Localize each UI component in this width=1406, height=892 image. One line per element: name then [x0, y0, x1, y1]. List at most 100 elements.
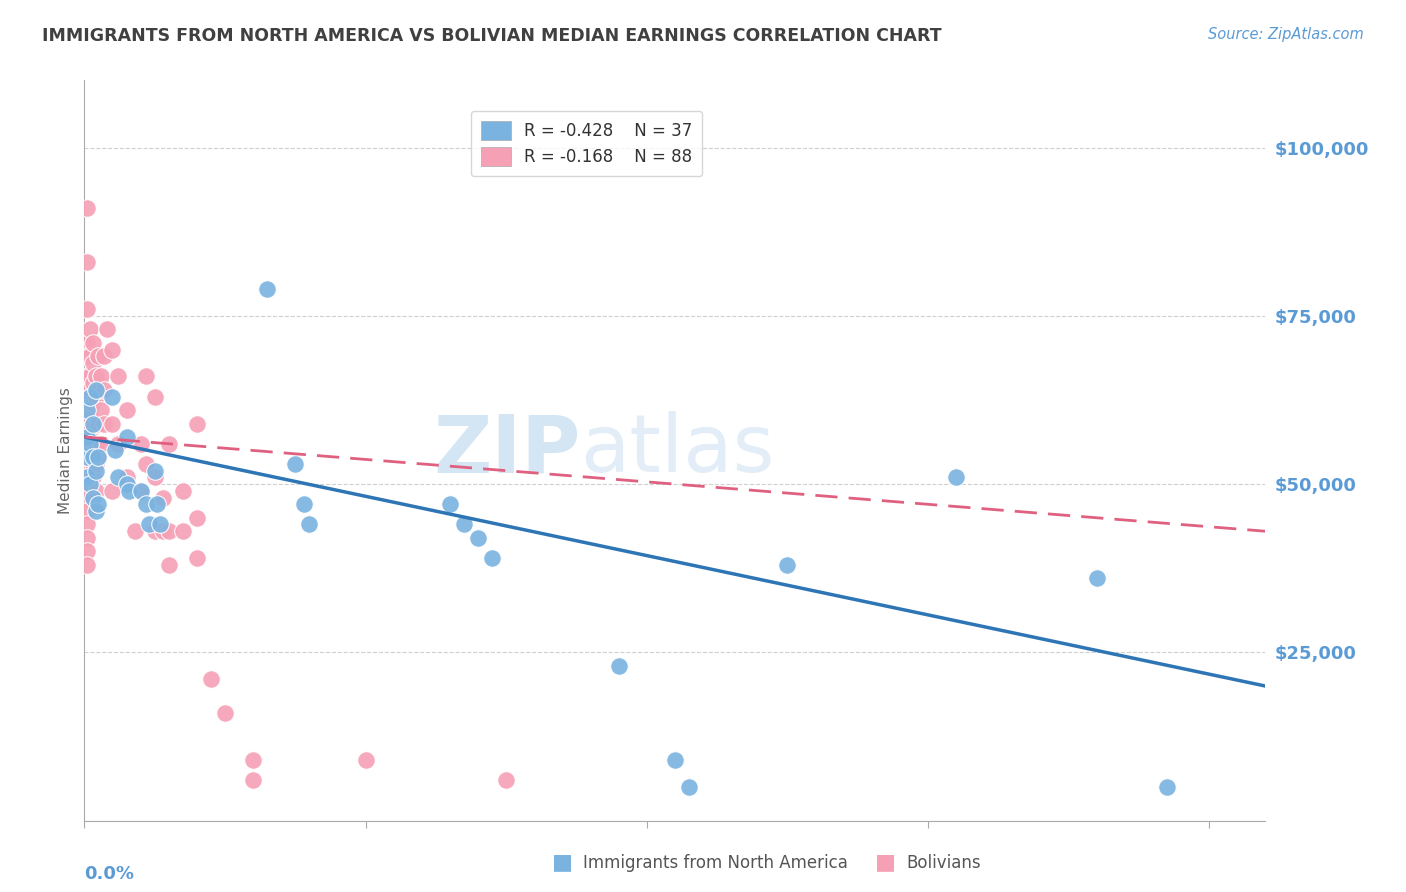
Point: [135, 457, 157, 471]
Point: [87, 383, 110, 397]
Point: [76, 403, 98, 417]
Point: [214, 706, 236, 720]
Point: [82, 396, 104, 410]
Point: [79, 369, 101, 384]
Point: [79, 390, 101, 404]
Point: [107, 436, 129, 450]
Point: [664, 753, 686, 767]
Point: [107, 369, 129, 384]
Point: [82, 417, 104, 431]
Point: [129, 436, 152, 450]
Point: [82, 457, 104, 471]
Point: [87, 417, 110, 431]
Point: [138, 517, 160, 532]
Point: [143, 464, 166, 478]
Point: [84, 369, 107, 384]
Point: [90, 369, 112, 384]
Point: [96, 322, 118, 336]
Point: [76, 544, 98, 558]
Point: [129, 483, 152, 498]
Point: [84, 464, 107, 478]
Point: [87, 349, 110, 363]
Point: [79, 436, 101, 450]
Legend: R = -0.428    N = 37, R = -0.168    N = 88: R = -0.428 N = 37, R = -0.168 N = 88: [471, 111, 702, 176]
Point: [79, 436, 101, 450]
Point: [76, 417, 98, 431]
Point: [149, 517, 172, 532]
Point: [79, 423, 101, 437]
Point: [495, 773, 517, 788]
Point: [135, 497, 157, 511]
Point: [76, 443, 98, 458]
Point: [76, 450, 98, 465]
Point: [607, 658, 630, 673]
Point: [157, 524, 180, 539]
Point: [76, 531, 98, 545]
Point: [152, 524, 174, 539]
Point: [76, 335, 98, 350]
Point: [84, 457, 107, 471]
Point: [143, 470, 166, 484]
Point: [84, 436, 107, 450]
Point: [115, 477, 138, 491]
Point: [115, 430, 138, 444]
Point: [79, 477, 101, 491]
Point: [115, 403, 138, 417]
Text: atlas: atlas: [581, 411, 775, 490]
Point: [186, 510, 208, 524]
Point: [76, 504, 98, 518]
Point: [242, 753, 264, 767]
Text: Source: ZipAtlas.com: Source: ZipAtlas.com: [1208, 27, 1364, 42]
Point: [76, 369, 98, 384]
Point: [79, 349, 101, 363]
Point: [76, 558, 98, 572]
Point: [82, 436, 104, 450]
Point: [76, 430, 98, 444]
Point: [439, 497, 461, 511]
Point: [76, 430, 98, 444]
Point: [82, 491, 104, 505]
Point: [84, 483, 107, 498]
Text: IMMIGRANTS FROM NORTH AMERICA VS BOLIVIAN MEDIAN EARNINGS CORRELATION CHART: IMMIGRANTS FROM NORTH AMERICA VS BOLIVIA…: [42, 27, 942, 45]
Point: [76, 201, 98, 215]
Point: [172, 483, 194, 498]
Point: [298, 517, 321, 532]
Point: [242, 773, 264, 788]
Point: [76, 457, 98, 471]
Point: [84, 390, 107, 404]
Point: [79, 403, 101, 417]
Point: [82, 470, 104, 484]
Point: [76, 517, 98, 532]
Point: [87, 450, 110, 465]
Point: [82, 356, 104, 370]
Point: [776, 558, 799, 572]
Point: [101, 343, 124, 357]
Point: [292, 497, 315, 511]
Text: ■: ■: [876, 853, 896, 872]
Point: [143, 524, 166, 539]
Point: [93, 417, 115, 431]
Point: [87, 497, 110, 511]
Point: [481, 551, 503, 566]
Point: [135, 369, 157, 384]
Point: [157, 436, 180, 450]
Point: [82, 417, 104, 431]
Point: [84, 504, 107, 518]
Point: [84, 383, 107, 397]
Point: [79, 390, 101, 404]
Point: [115, 470, 138, 484]
Point: [1085, 571, 1108, 585]
Point: [87, 450, 110, 465]
Point: [945, 470, 967, 484]
Point: [76, 470, 98, 484]
Text: Immigrants from North America: Immigrants from North America: [583, 855, 848, 872]
Point: [79, 450, 101, 465]
Point: [93, 349, 115, 363]
Point: [467, 531, 489, 545]
Point: [354, 753, 377, 767]
Text: Bolivians: Bolivians: [907, 855, 981, 872]
Point: [76, 403, 98, 417]
Point: [678, 780, 700, 794]
Point: [101, 483, 124, 498]
Point: [256, 282, 278, 296]
